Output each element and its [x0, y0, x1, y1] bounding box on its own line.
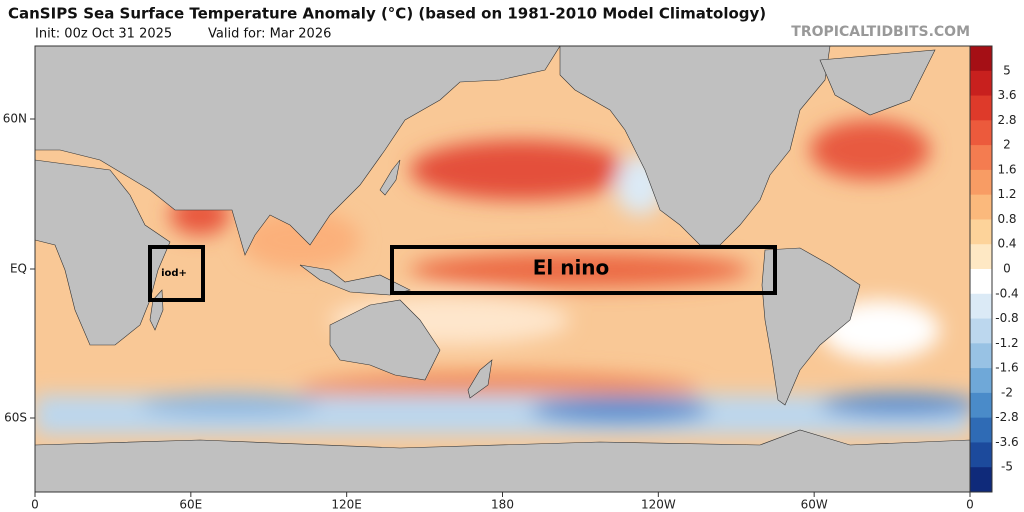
- lon-label: 120W: [641, 498, 676, 512]
- eurasia: [35, 46, 561, 256]
- colorbar-label: 2: [1003, 138, 1011, 152]
- valid-time: Valid for: Mar 2026: [208, 27, 331, 42]
- colorbar-label: 5: [1003, 63, 1011, 77]
- el-nino-box: [390, 245, 777, 295]
- colorbar-swatch: [970, 417, 992, 443]
- colorbar-label: -3.6: [995, 435, 1018, 449]
- colorbar-swatch: [970, 343, 992, 369]
- colorbar-swatch: [970, 95, 992, 121]
- africa: [35, 159, 171, 346]
- colorbar-label: -1.2: [995, 336, 1018, 350]
- japan: [379, 159, 401, 196]
- greenland: [819, 49, 936, 116]
- init-time: Init: 00z Oct 31 2025: [35, 27, 172, 42]
- colorbar-label: 0: [1003, 262, 1011, 276]
- colorbar-label: 2.8: [997, 113, 1016, 127]
- colorbar-label: -2: [1001, 385, 1013, 399]
- colorbar-swatch: [970, 293, 992, 320]
- colorbar-swatch: [970, 368, 992, 394]
- colorbar-label: 0.4: [997, 237, 1016, 251]
- colorbar-swatch: [970, 169, 992, 196]
- colorbar-label: -2.8: [995, 410, 1018, 424]
- colorbar-swatch: [970, 70, 992, 97]
- colorbar-swatch: [970, 145, 992, 171]
- colorbar-label: 3.6: [997, 88, 1016, 102]
- antarctica: [35, 429, 970, 492]
- lon-label: 0: [966, 498, 974, 512]
- colorbar-swatch: [970, 120, 992, 146]
- annotation: iod+: [161, 268, 187, 279]
- lat-label: 60N: [3, 112, 27, 126]
- colorbar-swatch: [970, 467, 992, 493]
- iod-box: [148, 245, 205, 302]
- colorbar-label: -5: [1001, 460, 1013, 474]
- australia: [329, 299, 441, 381]
- colorbar-swatch: [970, 442, 992, 468]
- colorbar-label: -0.8: [995, 311, 1018, 325]
- indonesia: [299, 264, 411, 296]
- colorbar-swatch: [970, 318, 992, 344]
- annotation: El nino: [533, 256, 610, 280]
- lon-label: 60E: [179, 498, 202, 512]
- source: TROPICALTIDBITS.COM: [791, 24, 970, 40]
- south-america: [761, 247, 861, 406]
- colorbar-swatch: [970, 244, 992, 270]
- colorbar-label: 0.8: [997, 212, 1016, 226]
- colorbar-swatch: [970, 46, 992, 72]
- colorbar-label: 1.6: [997, 162, 1016, 176]
- colorbar-swatch: [970, 194, 992, 220]
- lat-label: EQ: [10, 262, 27, 276]
- colorbar-label: -1.6: [995, 361, 1018, 375]
- axes: 60N EQ 60S 0 60E 120E 180 120W 60W 0: [3, 112, 974, 512]
- map: [35, 46, 970, 492]
- colorbar-swatch: [970, 219, 992, 245]
- colorbar-label: 1.2: [997, 187, 1016, 201]
- title: CanSIPS Sea Surface Temperature Anomaly …: [8, 5, 766, 23]
- colorbar-swatch: [970, 392, 992, 419]
- lat-label: 60S: [4, 411, 27, 425]
- lon-label: 60W: [801, 498, 828, 512]
- colorbar-swatch: [970, 269, 992, 295]
- colorbar: 5 3.6 2.8 2 1.6 1.2 0.8 0.4 0 -0.4 -0.8 -1.2 -1.6 -2 -…: [969, 45, 1019, 493]
- colorbar-label: -0.4: [995, 286, 1018, 300]
- lon-label: 120E: [331, 498, 362, 512]
- lon-label: 180: [491, 498, 514, 512]
- colorbar-frame: [969, 45, 993, 493]
- lon-label: 0: [31, 498, 39, 512]
- new-zealand: [467, 359, 493, 399]
